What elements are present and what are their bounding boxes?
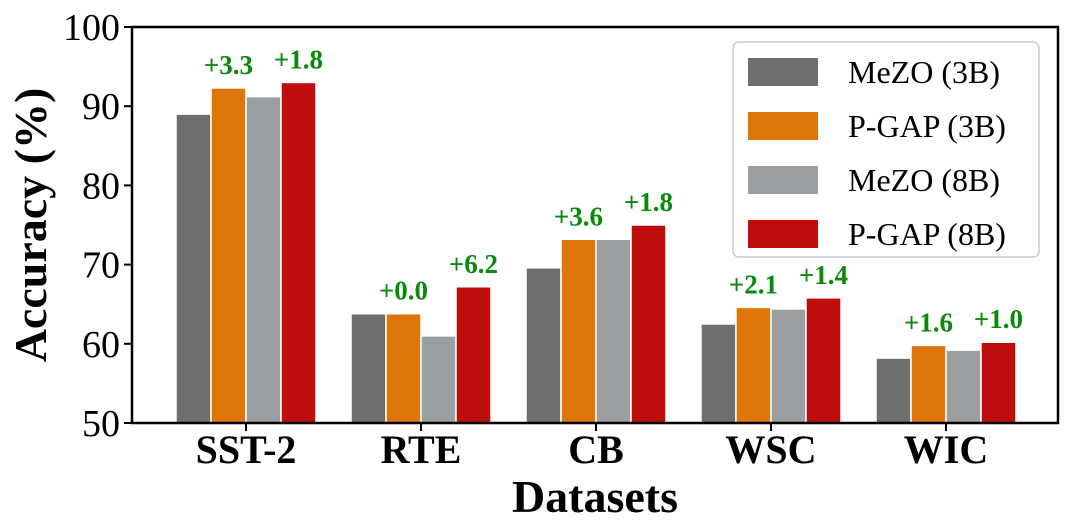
improvement-label: +3.3 xyxy=(204,50,253,80)
y-tick-label: 70 xyxy=(82,245,120,287)
bar-rte-mezo-8b xyxy=(420,335,457,424)
improvement-label: +6.2 xyxy=(449,249,498,279)
legend-frame xyxy=(732,41,1040,258)
bar-wic-mezo-3b xyxy=(875,357,912,424)
bar-cb-p-gap-3b xyxy=(560,238,597,424)
y-tick-label: 100 xyxy=(63,7,120,49)
improvement-label: +3.6 xyxy=(554,201,603,231)
legend-label-mezo-3b: MeZO (3B) xyxy=(848,54,1000,90)
y-tick-label: 50 xyxy=(82,403,120,445)
bar-wic-p-gap-8b xyxy=(980,341,1017,424)
bar-wsc-p-gap-8b xyxy=(805,297,842,424)
bar-wic-p-gap-3b xyxy=(910,344,947,424)
improvement-label: +1.0 xyxy=(974,304,1023,334)
bar-rte-p-gap-3b xyxy=(385,312,422,424)
bars-layer xyxy=(175,81,1017,424)
x-tick-label: RTE xyxy=(381,427,462,472)
y-tick-label: 60 xyxy=(82,324,120,366)
legend-swatch-mezo-3b xyxy=(748,58,818,86)
bar-cb-mezo-8b xyxy=(595,238,632,424)
bar-cb-mezo-3b xyxy=(525,267,562,424)
improvement-label: +0.0 xyxy=(379,276,428,306)
y-tick-label: 90 xyxy=(82,86,120,128)
x-axis: SST-2 RTE CB WSC WIC xyxy=(196,423,988,472)
annotations-layer: +3.3 +1.8 +0.0 +6.2 +3.6 +1.8 +2.1 +1.4 +1.6 +1.0 xyxy=(204,44,1023,337)
improvement-label: +1.4 xyxy=(799,260,848,290)
improvement-label: +2.1 xyxy=(729,269,778,299)
x-tick-label: WIC xyxy=(904,427,988,472)
improvement-label: +1.8 xyxy=(274,44,323,74)
bar-cb-p-gap-8b xyxy=(630,224,667,424)
bar-wsc-mezo-3b xyxy=(700,323,737,424)
bar-sst-2-mezo-3b xyxy=(175,113,212,424)
improvement-label: +1.8 xyxy=(624,187,673,217)
bar-sst-2-p-gap-3b xyxy=(210,87,247,424)
legend-swatch-p-gap-8b xyxy=(748,220,818,248)
legend-label-p-gap-8b: P-GAP (8B) xyxy=(848,216,1006,252)
legend-label-mezo-8b: MeZO (8B) xyxy=(848,162,1000,198)
x-tick-label: SST-2 xyxy=(196,427,297,472)
bar-rte-p-gap-8b xyxy=(455,286,492,424)
improvement-label: +1.6 xyxy=(904,307,953,337)
legend-swatch-mezo-8b xyxy=(748,166,818,194)
legend-swatch-p-gap-3b xyxy=(748,112,818,140)
y-tick-label: 80 xyxy=(82,165,120,207)
x-tick-label: WSC xyxy=(725,427,816,472)
y-axis: 50 60 70 80 90 100 xyxy=(63,7,132,445)
bar-sst-2-p-gap-8b xyxy=(280,81,317,424)
legend-label-p-gap-3b: P-GAP (3B) xyxy=(848,108,1006,144)
bar-sst-2-mezo-8b xyxy=(245,95,282,424)
x-axis-title: Datasets xyxy=(512,471,678,522)
y-axis-title: Accuracy (%) xyxy=(5,88,56,363)
bar-wsc-p-gap-3b xyxy=(735,306,772,424)
x-tick-label: CB xyxy=(568,427,624,472)
bar-wsc-mezo-8b xyxy=(770,308,807,424)
legend: MeZO (3B) P-GAP (3B) MeZO (8B) P-GAP (8B) xyxy=(732,41,1040,258)
bar-rte-mezo-3b xyxy=(350,312,387,424)
bar-wic-mezo-8b xyxy=(945,349,982,424)
